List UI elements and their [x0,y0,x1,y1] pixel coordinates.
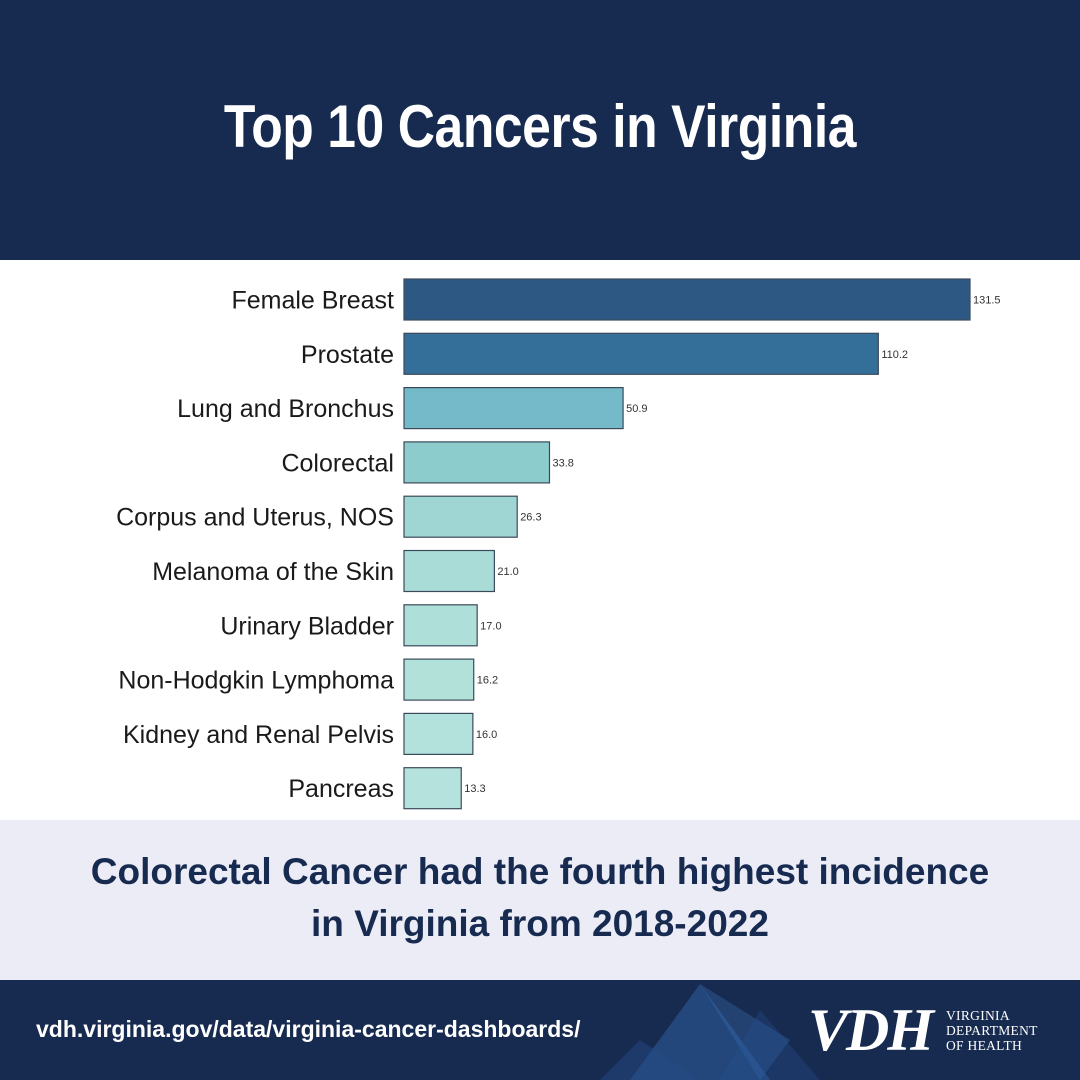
bar-chart-svg: Female Breast 131.5 Prostate 110.2 Lung and … [116,278,1001,810]
dashboard-url-link[interactable]: vdh.virginia.gov/data/virginia-cancer-da… [36,1016,581,1042]
caption-line-2: in Virginia from 2018-2022 [311,903,769,944]
bar [403,278,971,321]
bar [403,712,474,755]
value-label: 50.9 [626,403,647,415]
bar [403,495,518,538]
bar-chart: Female Breast 131.5 Prostate 110.2 Lung and … [0,260,1080,820]
caption-band: Colorectal Cancer had the fourth highest… [0,820,1080,980]
value-label: 26.3 [520,512,541,524]
bar [403,549,495,593]
value-label: 13.3 [464,783,485,795]
decorative-triangles [600,984,820,1080]
category-label: Colorectal [281,449,394,477]
category-label: Non-Hodgkin Lymphoma [118,667,394,695]
category-label: Kidney and Renal Pelvis [123,721,394,749]
value-label: 16.0 [476,729,497,741]
bar [403,604,478,647]
logo-line-3: OF HEALTH [946,1038,1023,1053]
vdh-logo: VDH VIRGINIA DEPARTMENT OF HEALTH [808,1000,1048,1060]
category-label: Corpus and Uterus, NOS [116,504,394,532]
category-label: Melanoma of the Skin [152,558,394,586]
logo-line-2: DEPARTMENT [946,1023,1038,1038]
logo-line-1: VIRGINIA [946,1008,1010,1023]
category-label: Pancreas [288,775,394,803]
vdh-logo-mark: VDH [808,997,934,1063]
value-label: 16.2 [477,675,498,687]
value-label: 110.2 [881,349,908,361]
category-label: Lung and Bronchus [177,395,394,423]
value-label: 131.5 [973,295,1001,307]
bar [403,658,475,701]
value-label: 21.0 [497,566,518,578]
category-label: Female Breast [231,287,394,315]
footer: vdh.virginia.gov/data/virginia-cancer-da… [0,980,1080,1080]
bar [403,386,624,430]
category-label: Urinary Bladder [220,612,394,640]
category-label: Prostate [301,341,394,369]
header-banner: Top 10 Cancers in Virginia [0,0,1080,260]
page-title: Top 10 Cancers in Virginia [223,93,857,160]
value-label: 33.8 [552,457,573,469]
caption: Colorectal Cancer had the fourth highest… [20,846,1060,950]
value-label: 17.0 [480,620,501,632]
bar [403,767,462,810]
caption-line-1: Colorectal Cancer had the fourth highest… [90,851,990,892]
vdh-logo-text: VIRGINIA DEPARTMENT OF HEALTH [946,1008,1038,1053]
bar [403,332,879,375]
bar [403,441,551,484]
